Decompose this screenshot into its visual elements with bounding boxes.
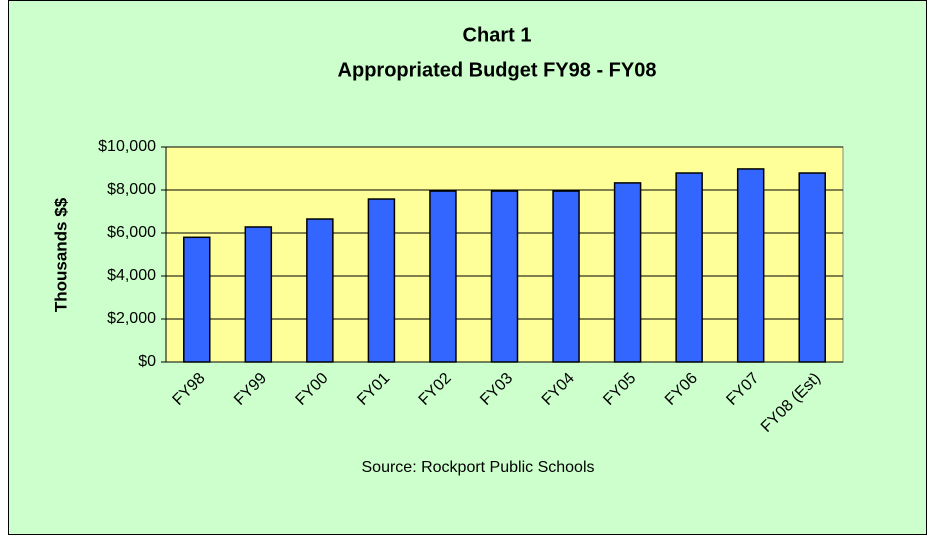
y-tick-label: $4,000 [107, 267, 156, 284]
source-note: Source: Rockport Public Schools [362, 459, 595, 476]
y-tick-label: $10,000 [98, 138, 156, 155]
bar [613, 182, 642, 363]
chart-title: Chart 1 [463, 24, 532, 46]
bar [798, 172, 826, 363]
bar [367, 198, 396, 363]
bar [736, 168, 765, 363]
bar [429, 190, 457, 363]
y-tick-label: $0 [138, 353, 156, 370]
bar [183, 236, 211, 363]
y-tick-label: $6,000 [107, 224, 156, 241]
bar [244, 226, 273, 363]
bar [490, 190, 519, 363]
bar [675, 172, 703, 363]
chart-subtitle: Appropriated Budget FY98 - FY08 [338, 59, 657, 81]
y-tick-label: $2,000 [107, 310, 156, 327]
y-tick-label: $8,000 [107, 181, 156, 198]
bar [552, 190, 580, 363]
y-axis-label: Thousands $$ [51, 197, 70, 312]
bar [306, 218, 334, 363]
